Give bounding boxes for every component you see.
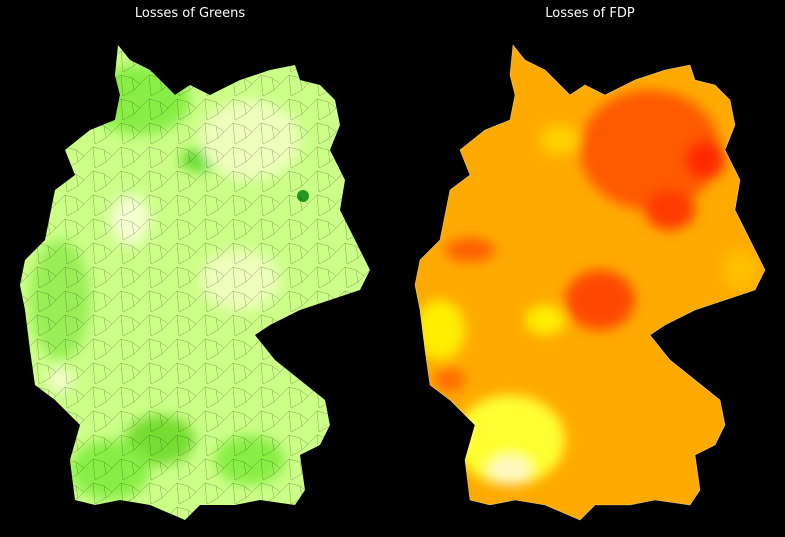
panel-title: Losses of Greens bbox=[135, 6, 245, 21]
greens-map bbox=[20, 45, 370, 520]
fdp-map bbox=[414, 44, 766, 521]
panel-title: Losses of FDP bbox=[545, 6, 635, 21]
